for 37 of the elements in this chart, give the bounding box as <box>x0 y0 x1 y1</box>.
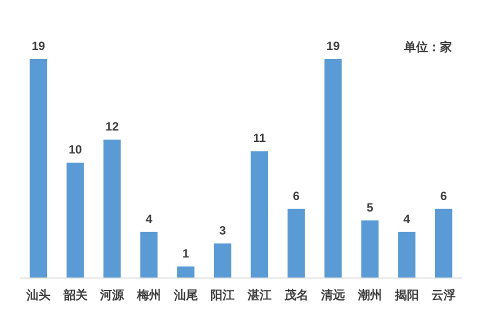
bar <box>434 208 452 278</box>
x-tick-label: 云浮 <box>432 288 456 302</box>
x-tick-label: 茂名 <box>283 288 308 302</box>
data-label: 6 <box>440 188 448 203</box>
x-tick-label: 河源 <box>99 288 126 302</box>
bar <box>140 232 158 278</box>
bar <box>103 140 121 278</box>
x-tick-label: 湛江 <box>246 288 272 302</box>
data-label: 4 <box>403 212 410 226</box>
data-label: 1 <box>182 246 190 260</box>
data-label: 5 <box>366 200 374 214</box>
data-label: 19 <box>326 39 340 53</box>
data-label: 19 <box>32 39 46 53</box>
data-label: 6 <box>292 188 300 203</box>
bar <box>214 243 232 278</box>
bar <box>324 59 342 278</box>
data-label: 12 <box>105 120 120 134</box>
bar <box>66 162 84 278</box>
bar <box>288 208 305 278</box>
x-tick-label: 阳江 <box>210 288 235 302</box>
bar <box>361 220 379 278</box>
x-tick-label: 梅州 <box>136 288 161 302</box>
x-tick-label: 汕尾 <box>172 288 198 302</box>
data-label: 11 <box>253 131 266 146</box>
x-tick-label: 清远 <box>320 288 346 302</box>
x-tick-label: 潮州 <box>356 288 382 302</box>
bar <box>398 232 416 278</box>
text: 单位：家 <box>403 40 452 54</box>
bar <box>177 266 194 278</box>
bar <box>30 59 48 278</box>
data-label: 4 <box>146 212 153 226</box>
bar <box>250 151 268 278</box>
data-label: 3 <box>219 223 226 238</box>
data-label: 10 <box>68 142 82 157</box>
x-tick-label: 汕头 <box>25 288 50 302</box>
x-tick-label: 揭阳 <box>394 288 419 302</box>
x-tick-label: 韶关 <box>62 288 88 302</box>
